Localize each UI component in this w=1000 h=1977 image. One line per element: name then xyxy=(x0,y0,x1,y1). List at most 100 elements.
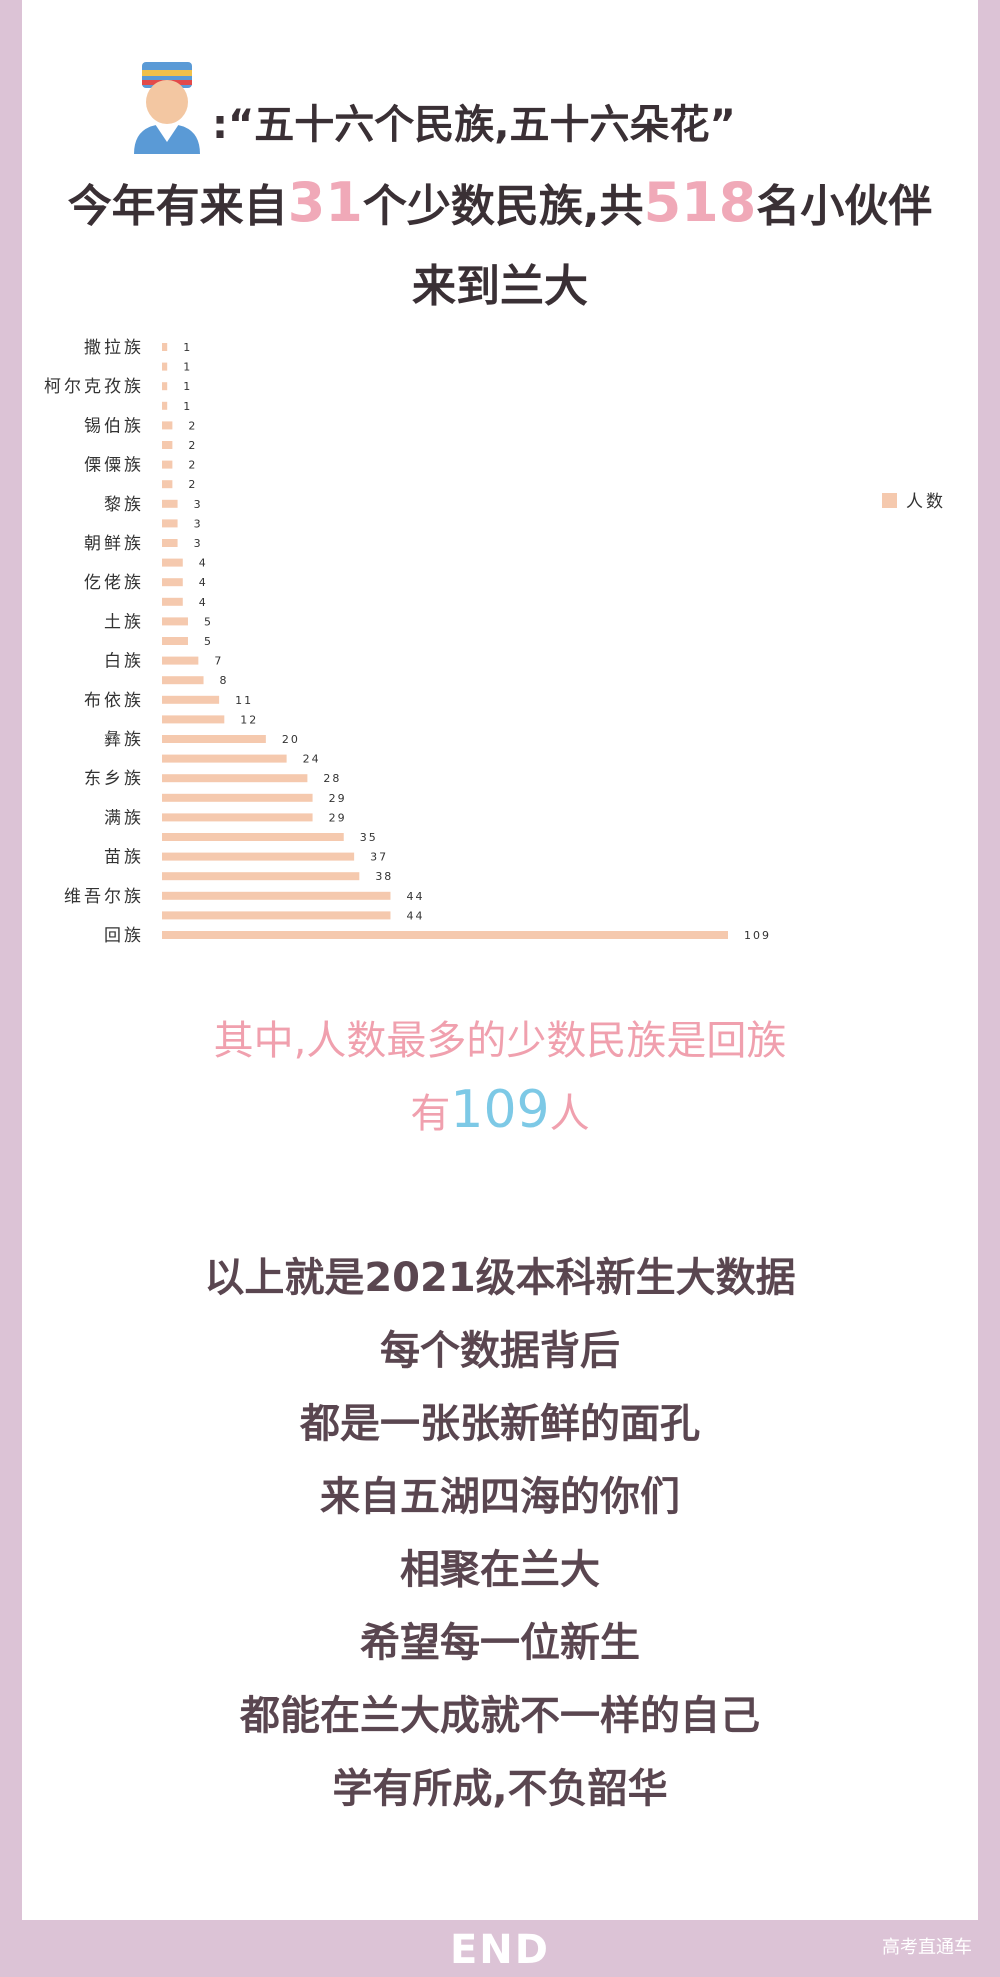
category-label: 朝鲜族 xyxy=(84,534,144,554)
chart-bar xyxy=(162,676,204,685)
bar-value-label: 109 xyxy=(744,929,771,942)
bar-value-label: 29 xyxy=(329,811,347,824)
category-label: 东乡族 xyxy=(84,769,144,789)
chart-bar xyxy=(162,852,355,861)
bar-value-label: 2 xyxy=(188,478,197,491)
category-label: 布依族 xyxy=(84,691,144,711)
bar-value-label: 1 xyxy=(183,341,192,354)
bar-value-label: 3 xyxy=(194,498,203,511)
chart-bar xyxy=(162,597,183,606)
avatar-icon xyxy=(134,62,200,154)
chart-bar xyxy=(162,891,391,900)
chart-bar xyxy=(162,617,188,626)
closing-text: 以上就是2021级本科新生大数据 每个数据背后 都是一张张新鲜的面孔 来自五湖四… xyxy=(0,1242,1000,1826)
category-label: 维吾尔族 xyxy=(64,887,144,907)
closing-line: 都能在兰大成就不一样的自己 xyxy=(240,1693,760,1739)
category-label: 满族 xyxy=(104,808,144,828)
category-label: 柯尔克孜族 xyxy=(44,377,144,397)
chart-bar xyxy=(162,754,287,763)
bar-value-label: 37 xyxy=(370,851,388,864)
bar-value-label: 5 xyxy=(204,615,213,628)
bar-value-label: 4 xyxy=(199,596,208,609)
page-title: :“五十六个民族,五十六朵花” xyxy=(212,92,736,150)
chart-bar xyxy=(162,421,173,430)
title-quote: “五十六个民族,五十六朵花” xyxy=(228,102,736,148)
bar-value-label: 29 xyxy=(329,792,347,805)
legend-label: 人数 xyxy=(906,492,946,512)
bar-value-label: 12 xyxy=(240,713,258,726)
bar-value-label: 1 xyxy=(183,400,192,413)
closing-line: 都是一张张新鲜的面孔 xyxy=(300,1401,700,1447)
chart-bar xyxy=(162,793,313,802)
chart-bar xyxy=(162,813,313,822)
bar-value-label: 44 xyxy=(406,890,424,903)
end-label: END xyxy=(449,1927,550,1973)
bar-value-label: 5 xyxy=(204,635,213,648)
chart-bar xyxy=(162,656,199,665)
chart-bar xyxy=(162,401,168,410)
closing-line: 以上就是2021级本科新生大数据 xyxy=(204,1255,796,1301)
chart-bar xyxy=(162,480,173,489)
closing-line: 来自五湖四海的你们 xyxy=(320,1474,680,1520)
bar-value-label: 4 xyxy=(199,576,208,589)
chart-bar xyxy=(162,558,183,567)
category-label: 苗族 xyxy=(104,848,144,868)
title-prefix: : xyxy=(212,102,228,148)
chart-bar xyxy=(162,931,728,939)
chart-bar xyxy=(162,695,220,704)
headline-summary: 今年有来自31个少数民族,共518名小伙伴 xyxy=(0,170,1000,234)
ethnic-bar-chart: 1撒拉族11柯尔克孜族12锡伯族22傈僳族23黎族33朝鲜族44仡佬族45土族5… xyxy=(44,338,946,946)
bar-value-label: 38 xyxy=(375,870,393,883)
chart-bar xyxy=(162,833,344,841)
chart-bar xyxy=(162,735,266,743)
chart-bar xyxy=(162,362,168,371)
category-label: 黎族 xyxy=(104,495,144,515)
chart-bar xyxy=(162,382,168,391)
ethnic-count: 31 xyxy=(287,171,363,234)
bar-value-label: 44 xyxy=(406,909,424,922)
chart-bar xyxy=(162,715,225,724)
bar-value-label: 8 xyxy=(220,674,229,687)
chart-bar xyxy=(162,343,168,351)
bar-value-label: 3 xyxy=(194,517,203,530)
category-label: 回族 xyxy=(104,926,144,946)
chart-bar xyxy=(162,774,308,783)
caption-line2: 有109人 xyxy=(0,1080,1000,1140)
category-label: 锡伯族 xyxy=(84,416,144,436)
bar-value-label: 11 xyxy=(235,694,253,707)
headline-text-2: 个少数民族,共 xyxy=(362,181,644,232)
closing-line: 学有所成,不负韶华 xyxy=(332,1766,668,1812)
caption-text-before: 有 xyxy=(410,1091,451,1137)
bar-value-label: 35 xyxy=(360,831,378,844)
student-count: 518 xyxy=(643,171,757,234)
chart-bar xyxy=(162,519,178,528)
closing-line: 每个数据背后 xyxy=(380,1328,620,1374)
chart-bar xyxy=(162,911,391,920)
chart-bar xyxy=(162,578,183,587)
headline-text-3: 名小伙伴 xyxy=(756,181,933,232)
headline-text-1: 今年有来自 xyxy=(67,181,288,232)
caption-number: 109 xyxy=(450,1080,550,1140)
bar-value-label: 28 xyxy=(323,772,341,785)
caption-text-after: 人 xyxy=(549,1091,590,1137)
bar-value-label: 2 xyxy=(188,459,197,472)
closing-line: 希望每一位新生 xyxy=(360,1620,640,1666)
bar-value-label: 2 xyxy=(188,439,197,452)
watermark: 高考直通车 xyxy=(882,1937,972,1958)
bar-value-label: 20 xyxy=(282,733,300,746)
frame-right xyxy=(978,0,1000,1977)
category-label: 仡佬族 xyxy=(84,573,144,593)
chart-bar xyxy=(162,499,178,508)
bar-value-label: 2 xyxy=(188,419,197,432)
headline-line3: 来到兰大 xyxy=(412,261,588,312)
bar-value-label: 7 xyxy=(214,655,223,668)
chart-bar xyxy=(162,539,178,547)
category-label: 撒拉族 xyxy=(84,338,144,358)
legend-swatch xyxy=(882,493,897,508)
footer-bar xyxy=(0,1920,1000,1977)
chart-bar xyxy=(162,441,173,449)
bar-value-label: 3 xyxy=(194,537,203,550)
caption-line1: 其中,人数最多的少数民族是回族 xyxy=(213,1018,787,1064)
chart-bar xyxy=(162,637,188,645)
category-label: 白族 xyxy=(104,652,144,672)
